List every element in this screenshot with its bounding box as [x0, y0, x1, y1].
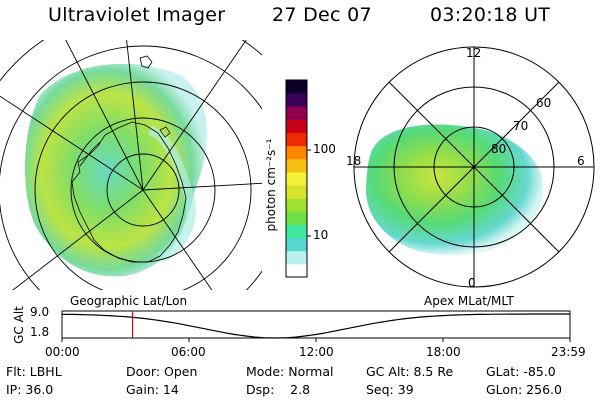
colorbar-segment [286, 80, 307, 94]
mlt-label-0: 0 [468, 276, 476, 290]
info-door: Door: Open [126, 364, 198, 379]
instrument-title: Ultraviolet Imager [48, 4, 226, 26]
aurora-emission-left [24, 63, 207, 277]
observation-date: 27 Dec 07 [272, 4, 372, 26]
timeline-x-tick-4: 23:59 [551, 345, 586, 359]
mlt-label-18: 18 [346, 154, 362, 168]
mlat-label-60: 60 [536, 96, 552, 110]
info-glat: GLat: -85.0 [486, 364, 556, 379]
mlat-label-70: 70 [513, 119, 529, 133]
info-seq: Seq: 39 [366, 382, 414, 397]
colorbar-segment [286, 145, 307, 160]
timeline-x-tick-0: 00:00 [45, 345, 80, 359]
timeline-x-tick-2: 12:00 [299, 345, 334, 359]
timeline-x-tick-3: 18:00 [426, 345, 461, 359]
info-flt: Flt: LBHL [6, 364, 62, 379]
colorbar [285, 79, 311, 278]
aurora-emission-right [365, 124, 543, 256]
colorbar-tick-100: 100 [313, 142, 336, 156]
right-panel-caption: Apex MLat/MLT [424, 294, 514, 308]
info-dsp: Dsp: 2.8 [246, 382, 311, 397]
left-panel-caption: Geographic Lat/Lon [70, 294, 188, 308]
geographic-map [0, 40, 262, 290]
colorbar-segment [286, 224, 307, 239]
colorbar-segment [286, 237, 307, 252]
colorbar-segment [286, 211, 307, 225]
altitude-timeline [61, 310, 571, 342]
timeline-y-tick-max: 9.0 [30, 305, 50, 319]
colorbar-segment [286, 132, 307, 147]
colorbar-segment [286, 106, 307, 120]
colorbar-segment [286, 93, 307, 107]
colorbar-segment [286, 198, 307, 212]
colorbar-unit-label: photon cm⁻²s⁻¹ [264, 138, 278, 232]
timeline-x-tick-1: 06:00 [171, 345, 206, 359]
info-mode: Mode: Normal [246, 364, 334, 379]
mlat-label-80: 80 [491, 142, 507, 156]
mlt-label-6: 6 [577, 154, 585, 168]
colorbar-segment [286, 185, 307, 199]
colorbar-tick-10: 10 [313, 228, 329, 242]
info-ip: IP: 36.0 [6, 382, 54, 397]
colorbar-segment [286, 263, 307, 278]
colorbar-segment [286, 158, 307, 173]
timeline-axis-label: GC Alt [12, 306, 26, 344]
colorbar-segment [286, 250, 307, 265]
magnetic-map [353, 46, 595, 288]
colorbar-segment [286, 119, 307, 134]
timeline-y-tick-min: 1.8 [30, 325, 50, 339]
info-gc-alt: GC Alt: 8.5 Re [366, 364, 454, 379]
info-gain: Gain: 14 [126, 382, 179, 397]
observation-time: 03:20:18 UT [430, 4, 551, 26]
info-glon: GLon: 256.0 [486, 382, 562, 397]
mlt-label-12: 12 [466, 46, 482, 60]
colorbar-segment [286, 171, 307, 186]
